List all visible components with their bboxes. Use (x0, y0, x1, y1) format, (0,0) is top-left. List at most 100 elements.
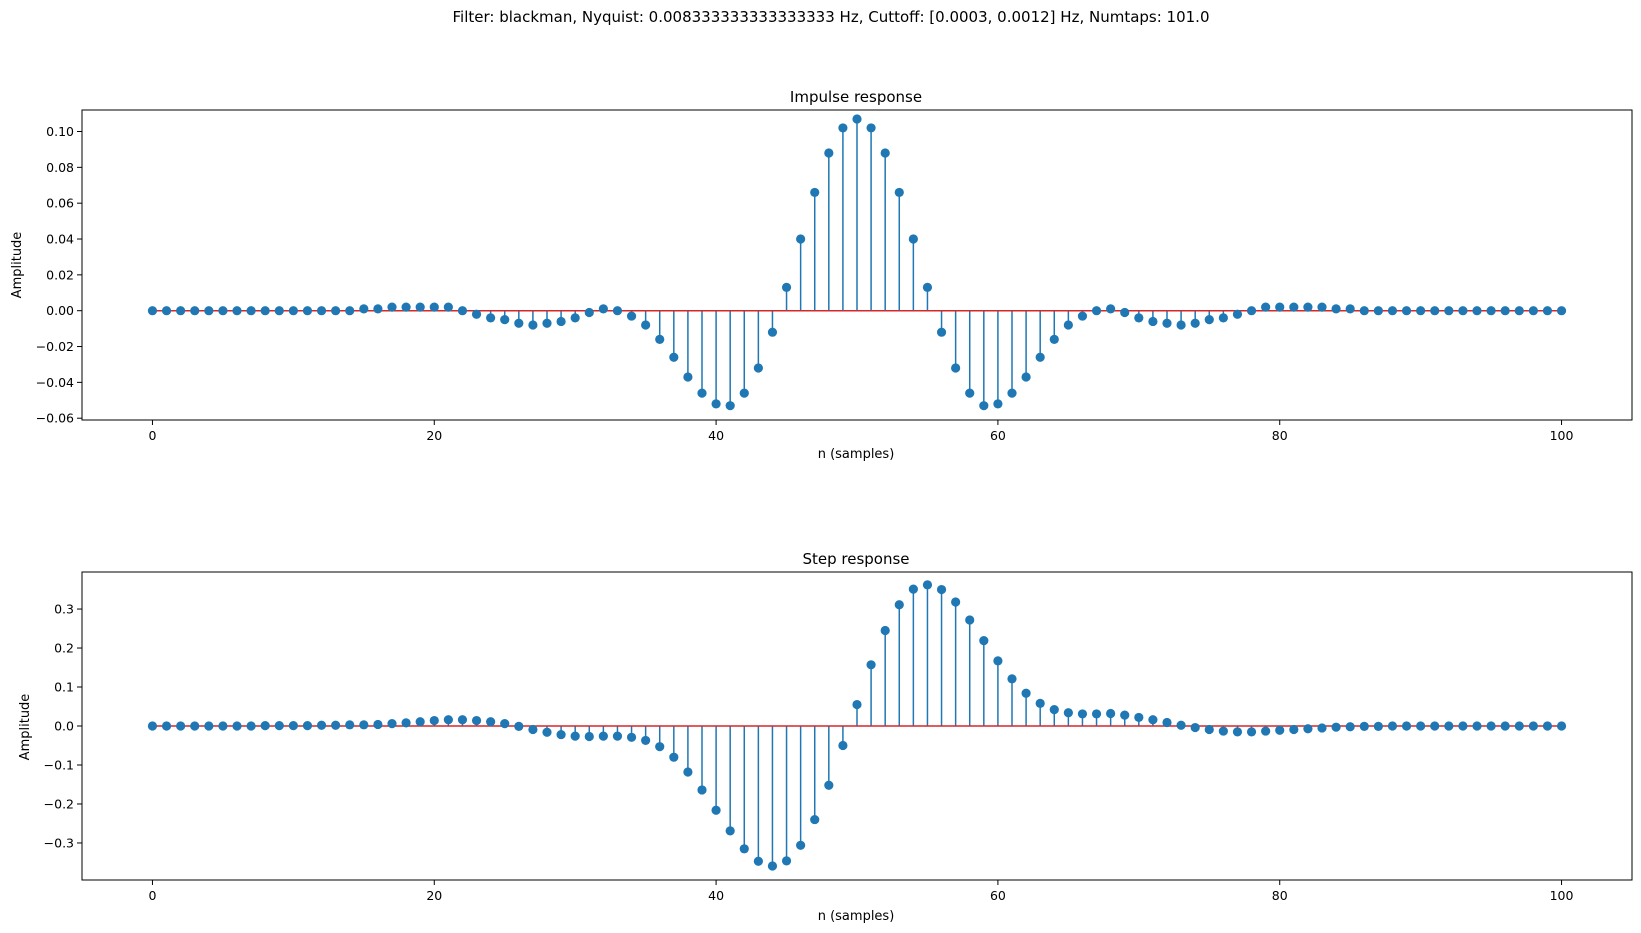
impulse-stem-marker (1303, 302, 1313, 312)
impulse-stem-marker (373, 304, 383, 314)
impulse-y-tick-label: −0.02 (36, 339, 74, 354)
impulse-chart-title: Impulse response (790, 88, 922, 106)
impulse-y-tick-label: 0.10 (46, 124, 74, 139)
impulse-stem-marker (1162, 318, 1172, 328)
step-stem-marker (908, 584, 918, 594)
impulse-stem-marker (443, 302, 453, 312)
step-stem-marker (711, 805, 721, 815)
impulse-stem-marker (739, 388, 749, 398)
impulse-stem-marker (1218, 313, 1228, 323)
step-stem-marker (669, 752, 679, 762)
impulse-stem-marker (1275, 302, 1285, 312)
step-stem-marker (331, 720, 341, 730)
impulse-x-tick-label: 40 (708, 428, 724, 443)
impulse-stem-marker (528, 320, 538, 330)
impulse-stem-marker (556, 316, 566, 327)
impulse-stem-marker (302, 306, 313, 316)
step-stem-marker (1106, 708, 1116, 719)
step-stem-marker (570, 731, 580, 741)
step-stem-marker (486, 717, 496, 727)
impulse-stem-marker (514, 318, 524, 328)
step-stem-marker (880, 625, 890, 636)
impulse-stem-marker (598, 304, 608, 314)
impulse-stem-marker (908, 234, 918, 244)
step-stem-marker (1373, 721, 1383, 731)
impulse-stem-marker (500, 315, 510, 325)
impulse-stem-marker (486, 313, 496, 323)
impulse-y-tick-label: 0.06 (46, 196, 74, 211)
step-stem-marker (1190, 722, 1200, 733)
step-stem-marker (274, 721, 284, 731)
impulse-x-axis-label: n (samples) (818, 447, 895, 462)
impulse-stem-marker (1486, 306, 1496, 316)
step-y-tick-label: −0.3 (44, 835, 74, 850)
impulse-stem-marker (1401, 306, 1412, 316)
impulse-stem-marker (1049, 334, 1059, 344)
step-stem-marker (556, 729, 566, 740)
step-stem-marker (288, 721, 298, 731)
step-stem-marker (655, 742, 665, 752)
step-y-tick-label: −0.1 (44, 757, 74, 772)
impulse-stem-marker (725, 401, 735, 411)
step-stem-marker (147, 721, 158, 731)
impulse-y-tick-label: 0.04 (46, 232, 74, 247)
impulse-y-axis-label: Amplitude (10, 232, 25, 299)
step-stem-marker (1472, 721, 1482, 731)
step-stem-marker (1556, 721, 1567, 731)
impulse-stem-marker (401, 302, 411, 312)
step-stem-marker (612, 731, 623, 741)
step-x-tick-label: 60 (990, 888, 1006, 903)
step-stem-marker (1528, 721, 1538, 731)
step-stem-marker (471, 715, 482, 726)
step-stem-marker (1120, 710, 1130, 720)
step-stem-marker (866, 660, 876, 670)
step-stem-marker (1232, 727, 1243, 737)
impulse-stem-marker (641, 320, 651, 330)
impulse-stem-marker (626, 311, 637, 321)
step-stem-marker (373, 719, 383, 730)
step-stem-marker (1063, 708, 1073, 718)
impulse-axes-frame (81, 109, 1633, 421)
step-stem-marker (415, 717, 425, 727)
impulse-stem-marker (1261, 302, 1271, 312)
impulse-stem-marker (1204, 315, 1214, 325)
impulse-stem-marker (866, 123, 876, 133)
step-stem-marker (500, 719, 510, 729)
impulse-stem-marker (1106, 304, 1116, 314)
step-stem-marker (1542, 721, 1553, 731)
impulse-stem-marker (1289, 302, 1299, 312)
impulse-stem-marker (1077, 311, 1088, 321)
step-stem-marker (951, 597, 961, 607)
impulse-stem-marker (471, 309, 482, 319)
step-stem-marker (767, 861, 778, 871)
impulse-stem-marker (965, 388, 975, 398)
impulse-stem-marker (612, 306, 623, 316)
step-stem-marker (1401, 721, 1412, 731)
step-stem-marker (429, 715, 439, 726)
step-stem-marker (1303, 724, 1313, 734)
impulse-stem-marker (1120, 307, 1130, 318)
step-stem-marker (542, 727, 552, 737)
impulse-stem-marker (979, 401, 989, 411)
impulse-stem-marker (1035, 352, 1045, 362)
impulse-stem-marker (570, 313, 580, 323)
step-stem-marker (1176, 720, 1186, 730)
impulse-stem-marker (331, 306, 341, 316)
impulse-stem-marker (1430, 306, 1440, 316)
step-stem-marker (359, 720, 369, 730)
impulse-stem-marker (1148, 316, 1158, 327)
impulse-stem-marker (1331, 304, 1341, 314)
step-stem-marker (176, 721, 186, 731)
impulse-stem-marker (1528, 306, 1538, 316)
impulse-stem-marker (993, 399, 1003, 409)
impulse-stem-marker (1556, 306, 1567, 316)
impulse-x-tick-label: 0 (148, 428, 156, 443)
impulse-stem-marker (781, 282, 792, 292)
step-stem-marker (1331, 722, 1341, 732)
step-stem-marker (810, 814, 820, 825)
impulse-stem-marker (767, 327, 778, 337)
impulse-stem-marker (218, 306, 228, 316)
step-plot-area: 0 20 40 60 80 100 −0.3 −0.2 −0.1 0.0 0.1 0.2 0.3 (44, 571, 1633, 903)
impulse-stem-marker (852, 114, 862, 124)
impulse-y-tick-label: 0.02 (46, 267, 74, 282)
